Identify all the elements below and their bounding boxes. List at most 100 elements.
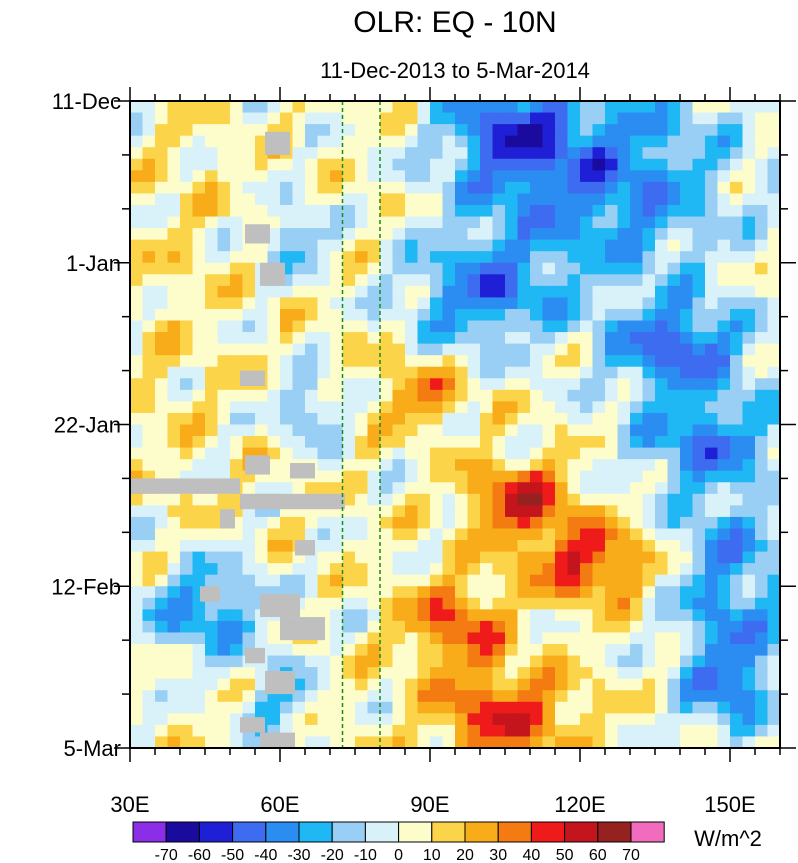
heatmap-cell (430, 597, 444, 610)
heatmap-cell (730, 655, 744, 668)
heatmap-cell (142, 493, 156, 506)
heatmap-cell (142, 736, 156, 748)
heatmap-cell (692, 285, 706, 299)
heatmap-cell (267, 101, 281, 114)
heatmap-cell (542, 158, 556, 171)
heatmap-cell (330, 401, 344, 414)
heatmap-cell (717, 540, 731, 553)
heatmap-cell (392, 574, 406, 587)
heatmap-cell (380, 366, 394, 379)
heatmap-cell (517, 516, 531, 530)
heatmap-cell (767, 285, 780, 299)
heatmap-cell (367, 308, 381, 322)
heatmap-cell (630, 678, 644, 691)
heatmap-cell (367, 655, 381, 668)
heatmap-cell (530, 620, 544, 634)
heatmap-cell (705, 343, 719, 356)
heatmap-cell (317, 181, 331, 195)
heatmap-cell (742, 713, 756, 726)
heatmap-cell (567, 112, 581, 125)
heatmap-cell (417, 378, 431, 391)
heatmap-cell (205, 690, 219, 703)
heatmap-cell (355, 170, 369, 183)
heatmap-cell (755, 216, 769, 229)
heatmap-cell (580, 158, 594, 171)
heatmap-cell (730, 667, 744, 680)
heatmap-cell (205, 412, 219, 426)
heatmap-cell (180, 158, 194, 171)
heatmap-cell (392, 586, 406, 599)
heatmap-cell (692, 424, 706, 437)
heatmap-cell (205, 632, 219, 645)
heatmap-cell (405, 505, 419, 518)
heatmap-cell (192, 574, 206, 587)
heatmap-cell (380, 251, 394, 264)
heatmap-cell (205, 620, 219, 634)
heatmap-cell (592, 736, 606, 748)
heatmap-cell (467, 551, 481, 564)
heatmap-cell (355, 528, 369, 541)
heatmap-cell (342, 551, 356, 564)
heatmap-cell (180, 320, 194, 333)
heatmap-cell (630, 701, 644, 714)
heatmap-cell (755, 667, 769, 680)
heatmap-cell (130, 101, 144, 114)
heatmap-cell (467, 251, 481, 264)
heatmap-cell (155, 516, 169, 530)
heatmap-cell (767, 101, 780, 114)
heatmap-cell (705, 262, 719, 275)
heatmap-cell (355, 158, 369, 171)
heatmap-cell (567, 308, 581, 322)
heatmap-cell (180, 667, 194, 680)
heatmap-cell (430, 228, 444, 241)
heatmap-cell (555, 482, 569, 495)
heatmap-cell (505, 204, 519, 218)
heatmap-cell (592, 239, 606, 252)
heatmap-cell (542, 724, 556, 738)
heatmap-cell (467, 124, 481, 137)
heatmap-cell (142, 632, 156, 645)
heatmap-cell (330, 112, 344, 125)
heatmap-cell (592, 170, 606, 183)
heatmap-cell (192, 181, 206, 195)
heatmap-cell (180, 401, 194, 414)
heatmap-cell (667, 274, 681, 287)
heatmap-cell (680, 493, 694, 506)
heatmap-cell (667, 228, 681, 241)
heatmap-cell (730, 505, 744, 518)
heatmap-cell (405, 181, 419, 195)
heatmap-cell (167, 459, 181, 472)
heatmap-cell (755, 701, 769, 714)
heatmap-cell (517, 736, 531, 748)
heatmap-cell (380, 135, 394, 148)
heatmap-cell (617, 678, 631, 691)
heatmap-cell (605, 528, 619, 541)
heatmap-cell (630, 516, 644, 530)
heatmap-cell (580, 389, 594, 402)
heatmap-cell (180, 424, 194, 437)
heatmap-cell (142, 216, 156, 229)
heatmap-cell (155, 563, 169, 576)
heatmap-cell (342, 274, 356, 287)
heatmap-cell (417, 482, 431, 495)
heatmap-cell (767, 644, 780, 657)
heatmap-cell (667, 204, 681, 218)
heatmap-cell (355, 262, 369, 275)
heatmap-cell (567, 620, 581, 634)
heatmap-cell (405, 389, 419, 402)
heatmap-cell (655, 332, 669, 345)
heatmap-cell (317, 459, 331, 472)
heatmap-cell (605, 147, 619, 160)
heatmap-cell (455, 713, 469, 726)
heatmap-cell (717, 482, 731, 495)
heatmap-cell (430, 251, 444, 264)
heatmap-cell (442, 459, 456, 472)
heatmap-cell (305, 586, 319, 599)
heatmap-cell (680, 632, 694, 645)
heatmap-cell (592, 516, 606, 530)
heatmap-cell (355, 597, 369, 610)
heatmap-cell (417, 678, 431, 691)
heatmap-cell (305, 135, 319, 148)
heatmap-cell (230, 424, 244, 437)
heatmap-cell (667, 285, 681, 299)
